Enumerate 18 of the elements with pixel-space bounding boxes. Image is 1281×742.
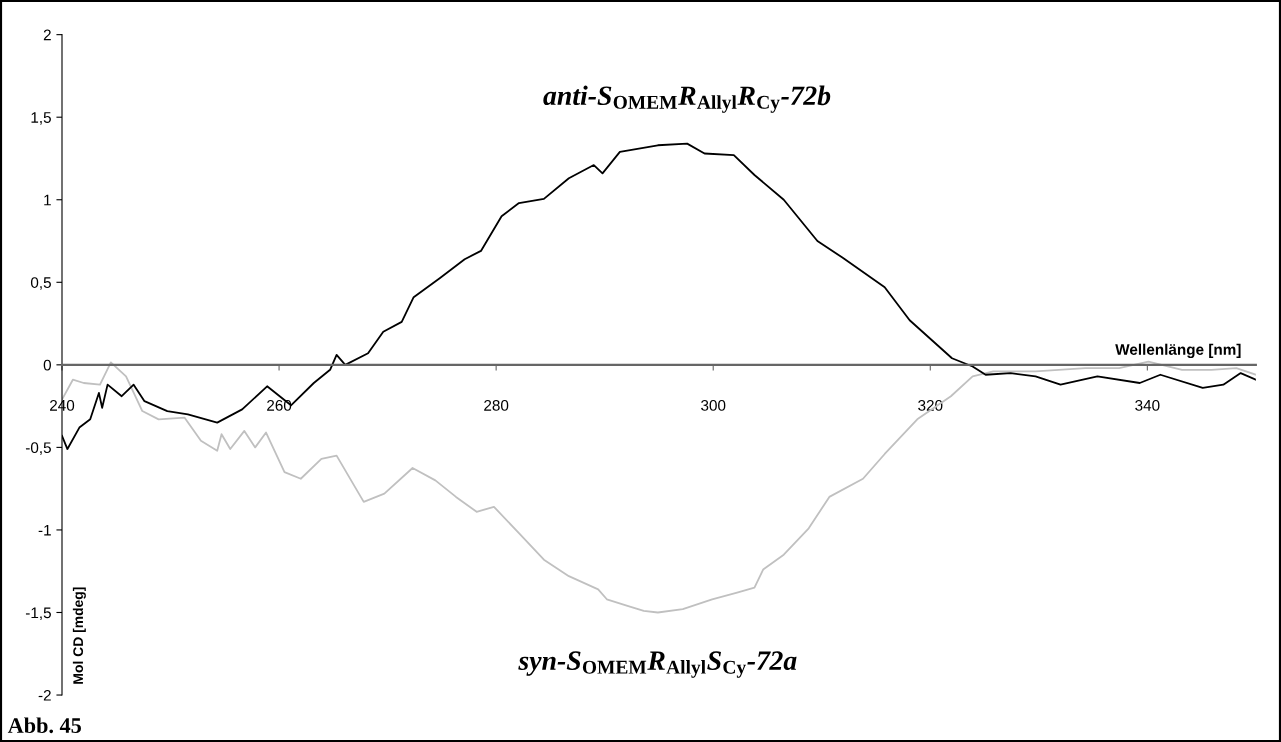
y-tick-label: 0,5	[30, 277, 51, 290]
y-tick-label: -0,5	[25, 442, 51, 455]
x-tick-label: 340	[1135, 399, 1160, 411]
x-tick-label: 280	[484, 399, 509, 411]
caption: Abb. 45	[7, 717, 81, 734]
y-tick-label: -1,5	[25, 607, 51, 620]
series-label: syn-S$_{OMEM}$R$_{Allyl}$S$_{Cy}$-72a	[518, 651, 797, 678]
y-tick-label: -1	[38, 524, 51, 536]
y-tick-label: 1,5	[31, 112, 51, 125]
y-tick-label: 1	[44, 194, 51, 206]
y-axis-title: Mol CD [mdeg]	[72, 587, 86, 684]
x-axis-title: Wellenlänge [nm]	[1115, 343, 1241, 359]
y-tick-label: 0	[43, 359, 51, 371]
series-label: anti-S$_{OMEM}$R$_{Allyl}$R$_{Cy}$-72b	[543, 85, 831, 113]
x-tick-label: 300	[701, 399, 726, 411]
y-tick-label: 2	[43, 29, 51, 41]
x-tick-label: 260	[267, 399, 292, 411]
y-tick-label: -2	[38, 689, 51, 701]
